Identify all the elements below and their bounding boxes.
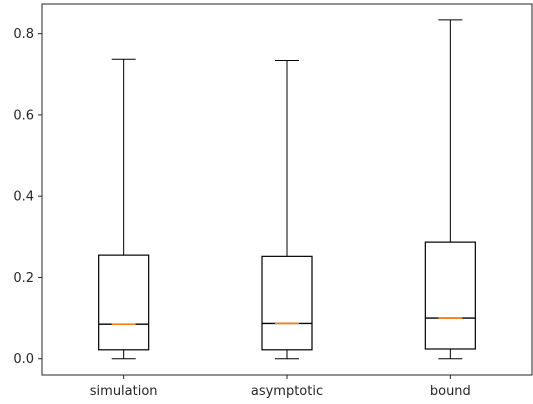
plot-area: 0.0 0.2 0.4 0.6 0.8 simulation asymptotic bound	[13, 3, 533, 399]
y-tick-label: 0.4	[13, 190, 34, 205]
x-tick-label: simulation	[90, 384, 158, 399]
y-tick-label: 0.0	[13, 352, 34, 367]
y-tick-label: 0.6	[13, 108, 34, 123]
box-iqr	[98, 254, 150, 351]
x-tick-label: asymptotic	[251, 384, 323, 399]
y-tick-label: 0.2	[13, 271, 34, 286]
y-tick-label: 0.8	[13, 27, 34, 42]
box-iqr	[261, 255, 313, 351]
x-tick-label: bound	[430, 384, 471, 399]
box-iqr	[424, 241, 476, 350]
